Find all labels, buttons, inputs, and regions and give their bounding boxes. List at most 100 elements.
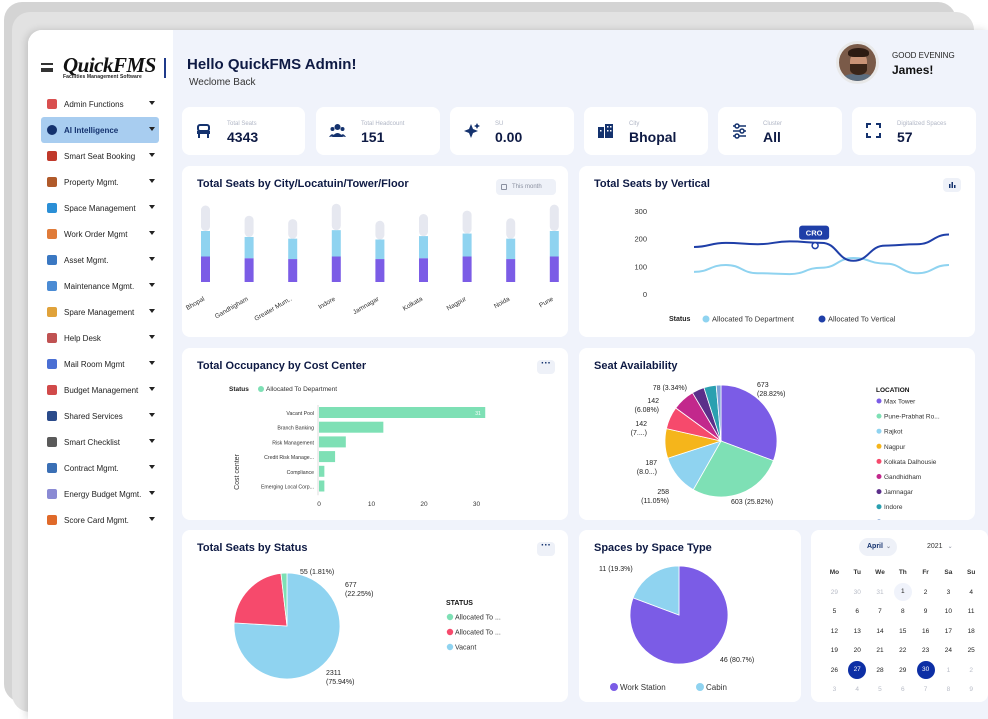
calendar-day[interactable]: 18 (960, 628, 983, 635)
calendar-day[interactable]: 10 (937, 608, 960, 615)
calendar-day[interactable]: 24 (937, 647, 960, 654)
stat-value: Bhopal (629, 129, 677, 145)
month-selector[interactable]: April ⌄ (859, 538, 897, 556)
calendar-day-number: 13 (853, 627, 861, 635)
calendar-day[interactable]: 17 (937, 628, 960, 635)
stat-card[interactable]: Total Headcount 151 (316, 107, 440, 155)
stat-label: Digitalized Spaces (897, 121, 947, 127)
calendar-day[interactable]: 8 (891, 608, 914, 615)
more-options-icon[interactable]: ··· (537, 541, 555, 556)
calendar-week: 19 20 21 22 23 24 25 (823, 641, 983, 661)
calendar-day[interactable]: 7 (869, 608, 892, 615)
sidebar-item[interactable]: Help Desk (41, 325, 159, 351)
calendar-day[interactable]: 20 (846, 647, 869, 654)
mail-icon (47, 359, 57, 369)
calendar-day[interactable]: 2 (914, 589, 937, 596)
calendar-day[interactable]: 14 (869, 628, 892, 635)
bar-segment (201, 205, 210, 231)
calendar-day[interactable]: 25 (960, 647, 983, 654)
calendar-day[interactable]: 6 (846, 608, 869, 615)
app-window: QuickFMS Facilities Management Software … (28, 30, 988, 719)
calendar-day[interactable]: 23 (914, 647, 937, 654)
calendar-day[interactable]: 5 (823, 608, 846, 615)
legend-label: Cabin (706, 683, 727, 692)
stat-card[interactable]: City Bhopal (584, 107, 708, 155)
calendar-day[interactable]: 13 (846, 628, 869, 635)
sidebar-item[interactable]: Shared Services (41, 403, 159, 429)
year-selector[interactable]: 2021 ⌄ (927, 543, 953, 550)
sidebar-item[interactable]: Budget Management (41, 377, 159, 403)
calendar-day[interactable]: 3 (937, 589, 960, 596)
calendar-day[interactable]: 1 (891, 583, 914, 602)
y-tick-label: Branch Banking (277, 426, 314, 432)
y-tick-label: Vacant Pool (286, 411, 314, 417)
legend-label: Jamnagar (884, 489, 914, 496)
date-filter-dropdown[interactable]: This month (496, 179, 556, 195)
stat-card[interactable]: Digitalized Spaces 57 (852, 107, 976, 155)
stat-card[interactable]: Total Seats 4343 (182, 107, 305, 155)
calendar-day[interactable]: 1 (937, 667, 960, 674)
calendar-day[interactable]: 9 (914, 608, 937, 615)
bar-segment (331, 230, 341, 257)
calendar-day[interactable]: 7 (914, 686, 937, 693)
hamburger-menu-icon[interactable] (41, 63, 53, 72)
more-options-icon[interactable]: ··· (537, 359, 555, 374)
sidebar-item[interactable]: Space Management (41, 195, 159, 221)
logo[interactable]: QuickFMS Facilities Management Software (63, 55, 156, 81)
calendar-day[interactable]: 4 (960, 589, 983, 596)
calendar-day[interactable]: 22 (891, 647, 914, 654)
calendar-day-number: 20 (853, 647, 861, 655)
calendar-day[interactable]: 5 (869, 686, 892, 693)
calendar-day[interactable]: 30 (914, 661, 937, 680)
pie-slice (720, 384, 778, 462)
sidebar-item[interactable]: Asset Mgmt. (41, 247, 159, 273)
x-tick-label: Noida (493, 295, 512, 310)
calendar-day[interactable]: 4 (846, 686, 869, 693)
calendar-day[interactable]: 8 (937, 686, 960, 693)
data-label: 142 (647, 398, 659, 405)
calendar-day-number: 8 (900, 608, 905, 616)
sidebar-item[interactable]: Spare Management (41, 299, 159, 325)
sidebar-item[interactable]: Score Card Mgmt. (41, 507, 159, 533)
calendar-header-row: Mo Tu We Th Fr Sa Su (823, 563, 983, 583)
avatar[interactable] (836, 41, 879, 84)
sidebar-item[interactable]: Smart Seat Booking (41, 143, 159, 169)
sidebar-item[interactable]: Work Order Mgmt (41, 221, 159, 247)
calendar-day[interactable]: 29 (823, 589, 846, 596)
sidebar-item[interactable]: Energy Budget Mgmt. (41, 481, 159, 507)
calendar-day[interactable]: 16 (914, 628, 937, 635)
calendar-day[interactable]: 31 (869, 589, 892, 596)
y-tick-label: 100 (634, 262, 647, 271)
calendar-day[interactable]: 11 (960, 608, 983, 615)
calendar-day[interactable]: 2 (960, 667, 983, 674)
data-label: (11.05%) (641, 498, 669, 505)
stat-card[interactable]: Cluster All (718, 107, 842, 155)
calendar-day[interactable]: 21 (869, 647, 892, 654)
calendar-day[interactable]: 26 (823, 667, 846, 674)
chevron-down-icon (149, 257, 155, 261)
stat-card[interactable]: SU 0.00 (450, 107, 574, 155)
calendar-day[interactable]: 6 (891, 686, 914, 693)
calendar-day[interactable]: 19 (823, 647, 846, 654)
chart-type-icon[interactable] (943, 178, 961, 192)
sidebar-item[interactable]: Maintenance Mgmt. (41, 273, 159, 299)
calendar-day[interactable]: 29 (891, 667, 914, 674)
sidebar-item[interactable]: Smart Checklist (41, 429, 159, 455)
sidebar-item[interactable]: Admin Functions (41, 91, 159, 117)
calendar-day[interactable]: 27 (846, 661, 869, 680)
calendar-day[interactable]: 12 (823, 628, 846, 635)
calendar-day[interactable]: 3 (823, 686, 846, 693)
calendar-day[interactable]: 30 (846, 589, 869, 596)
legend-label: Vacant (455, 645, 476, 652)
helpdesk-icon (47, 333, 57, 343)
sidebar-item[interactable]: Contract Mgmt. (41, 455, 159, 481)
calendar-day[interactable]: 15 (891, 628, 914, 635)
data-label: 187 (645, 460, 657, 467)
calendar-day[interactable]: 9 (960, 686, 983, 693)
calendar-week: 5 6 7 8 9 10 11 (823, 602, 983, 622)
calendar-day[interactable]: 28 (869, 667, 892, 674)
legend-label: Nagpur (884, 444, 906, 451)
sidebar-item[interactable]: Mail Room Mgmt (41, 351, 159, 377)
sidebar-item[interactable]: AI Intelligence (41, 117, 159, 143)
sidebar-item[interactable]: Property Mgmt. (41, 169, 159, 195)
